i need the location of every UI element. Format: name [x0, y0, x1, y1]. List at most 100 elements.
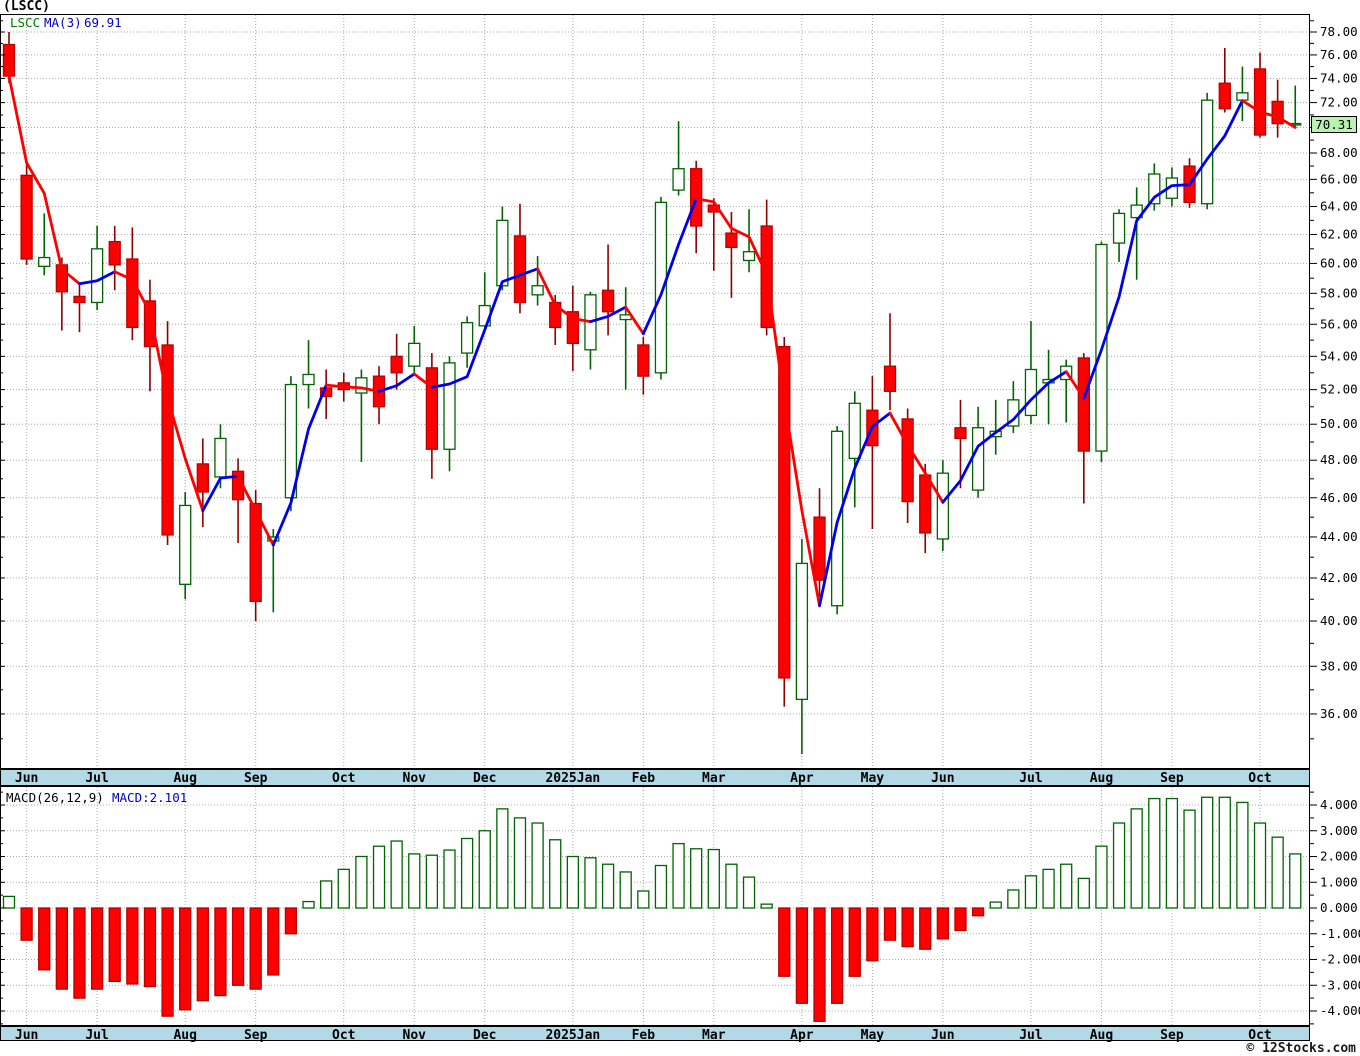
- candle-body: [1236, 92, 1249, 101]
- month-label: Jun: [931, 771, 954, 786]
- ma-segment-falling: [1064, 370, 1086, 400]
- macd-bar-negative: [161, 907, 174, 1017]
- ma-legend-label: MA(3): [44, 15, 82, 30]
- candle-body: [1253, 68, 1267, 136]
- macd-bar-negative: [901, 907, 914, 948]
- ma-segment-falling: [1241, 99, 1297, 129]
- candle-body: [601, 289, 615, 313]
- macd-bar-positive: [566, 855, 579, 909]
- candle-body: [954, 427, 967, 440]
- macd-bar-positive: [2, 895, 16, 909]
- candle-body: [795, 562, 809, 701]
- macd-bar-negative: [971, 907, 985, 917]
- month-label: Sep: [244, 771, 268, 786]
- month-label: Feb: [632, 1028, 656, 1043]
- macd-bar-positive: [1024, 875, 1038, 909]
- macd-bar-negative: [73, 907, 86, 999]
- candle-body: [1112, 212, 1126, 244]
- candle-body: [672, 168, 685, 191]
- macd-bar-positive: [725, 863, 738, 909]
- macd-bar-positive: [390, 840, 403, 909]
- macd-tick-label: -2.000: [1320, 952, 1360, 967]
- month-label: Aug: [1090, 1028, 1113, 1043]
- candle-body: [249, 502, 262, 603]
- price-tick-label: 56.00: [1320, 316, 1358, 331]
- candle-body: [654, 201, 668, 374]
- candle-body: [1077, 357, 1090, 452]
- macd-bar-negative: [936, 907, 950, 940]
- candle-body: [742, 251, 756, 262]
- ma-segment-rising: [1082, 99, 1244, 400]
- ma-segment-falling: [624, 305, 645, 336]
- month-label: Jul: [1019, 771, 1042, 786]
- macd-bar-negative: [919, 907, 932, 950]
- macd-bar-negative: [20, 907, 33, 941]
- macd-value: MACD:2.101: [112, 790, 188, 805]
- macd-bar-negative: [813, 907, 826, 1022]
- ma-segment-falling: [694, 197, 821, 608]
- month-label: Aug: [173, 1028, 196, 1043]
- price-tick-label: 36.00: [1320, 706, 1358, 721]
- macd-bar-negative: [284, 907, 298, 935]
- macd-bar-positive: [1077, 877, 1090, 909]
- price-tick-label: 54.00: [1320, 348, 1358, 363]
- macd-bar-positive: [513, 817, 527, 909]
- macd-bar-positive: [355, 855, 368, 909]
- macd-bar-negative: [38, 907, 51, 971]
- ma-segment-falling: [7, 74, 81, 286]
- month-label: Aug: [1090, 771, 1113, 786]
- macd-bar-positive: [372, 845, 386, 909]
- macd-bar-positive: [637, 890, 650, 909]
- macd-bar-positive: [1112, 822, 1126, 909]
- month-label: Oct: [1248, 1028, 1271, 1043]
- macd-bar-positive: [531, 822, 544, 909]
- candle-body: [355, 377, 368, 394]
- month-label: Dec: [473, 1028, 496, 1043]
- macd-bars: [2, 796, 1302, 1022]
- macd-bar-positive: [584, 857, 597, 909]
- macd-tick-label: -1.000: [1320, 926, 1360, 941]
- macd-bar-positive: [1060, 863, 1073, 909]
- price-tick-label: 44.00: [1320, 529, 1358, 544]
- ma-segment-falling: [324, 383, 381, 393]
- macd-bar-positive: [1236, 801, 1249, 909]
- macd-tick-label: 4.000: [1320, 797, 1358, 812]
- price-tick-label: 66.00: [1320, 171, 1358, 186]
- macd-bar-positive: [742, 876, 756, 909]
- candles: [2, 32, 1302, 755]
- month-label: Mar: [702, 771, 726, 786]
- macd-bar-positive: [690, 848, 703, 909]
- price-tick-label: 76.00: [1320, 47, 1358, 62]
- candle-body: [390, 355, 403, 374]
- price-tick-label: 62.00: [1320, 226, 1358, 241]
- candle-body: [425, 367, 439, 450]
- candle-body: [179, 504, 192, 585]
- macd-bar-positive: [989, 901, 1002, 909]
- month-label: Jun: [15, 771, 38, 786]
- month-label: Nov: [403, 1028, 427, 1043]
- macd-bar-negative: [108, 907, 121, 983]
- macd-label: MACD(26,12,9): [6, 790, 104, 805]
- candle-body: [1148, 173, 1161, 205]
- candle-body: [531, 285, 544, 296]
- last-price-box: 70.31: [1311, 116, 1357, 133]
- price-tick-label: 38.00: [1320, 658, 1358, 673]
- macd-bar-positive: [425, 854, 439, 909]
- macd-bar-negative: [830, 907, 844, 1004]
- macd-bar-negative: [196, 907, 209, 1002]
- candle-body: [2, 43, 16, 77]
- price-tick-label: 52.00: [1320, 382, 1358, 397]
- macd-bar-positive: [1130, 808, 1143, 909]
- ma-segment-rising: [78, 270, 117, 286]
- macd-bar-positive: [619, 871, 632, 909]
- candle-body: [513, 235, 527, 304]
- ma-legend-value: 69.91: [84, 15, 122, 30]
- candle-body: [143, 300, 157, 348]
- month-label: 2025Jan: [545, 771, 600, 786]
- symbol-label: LSCC: [10, 15, 41, 30]
- month-label: Sep: [244, 1028, 268, 1043]
- macd-bar-positive: [601, 863, 615, 909]
- month-label: Oct: [1248, 771, 1271, 786]
- candle-body: [637, 344, 650, 377]
